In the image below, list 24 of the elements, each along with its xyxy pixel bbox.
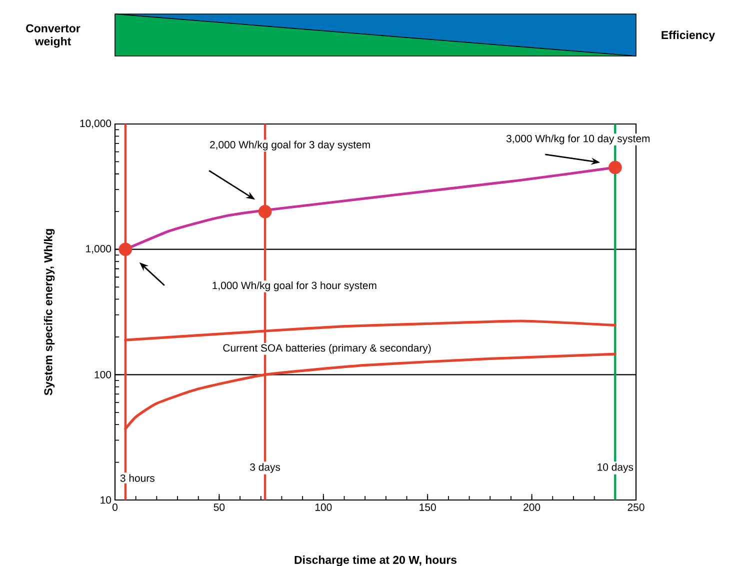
text: Convertor weight <box>26 24 80 48</box>
point <box>608 160 622 174</box>
point <box>258 204 272 218</box>
ref-line-label: 10 days <box>598 463 634 473</box>
x-tick-label: 0 <box>112 504 118 511</box>
annotation: 3,000 Wh/kg for 10 day system <box>506 134 650 144</box>
y-tick-label: 10,000 <box>80 120 112 128</box>
ref-line-label: 3 days <box>250 463 280 473</box>
x-tick-label: 100 <box>315 504 332 511</box>
y-tick-label: 1,000 <box>86 245 112 254</box>
y-axis-title: System specific energy, Wh/kg <box>44 229 55 396</box>
x-tick-label: 200 <box>524 504 540 511</box>
annotation: 1,000 Wh/kg goal for 3 hour system <box>212 281 376 292</box>
x-tick-label: 50 <box>214 504 225 511</box>
point <box>118 242 132 256</box>
y-tick-label: 100 <box>94 370 112 378</box>
x-axis-title: Discharge time at 20 W, hours <box>294 556 457 566</box>
text: Efficiency <box>662 30 716 42</box>
annotation: Current SOA batteries (primary & secondary) <box>223 344 431 354</box>
x-tick-label: 250 <box>628 504 644 511</box>
y-tick-label: 10 <box>100 496 112 504</box>
annotation: 2,000 Wh/kg goal for 3 day system <box>210 140 370 150</box>
ref-line-label: 3 hours <box>120 474 154 482</box>
x-tick-label: 150 <box>420 504 436 511</box>
